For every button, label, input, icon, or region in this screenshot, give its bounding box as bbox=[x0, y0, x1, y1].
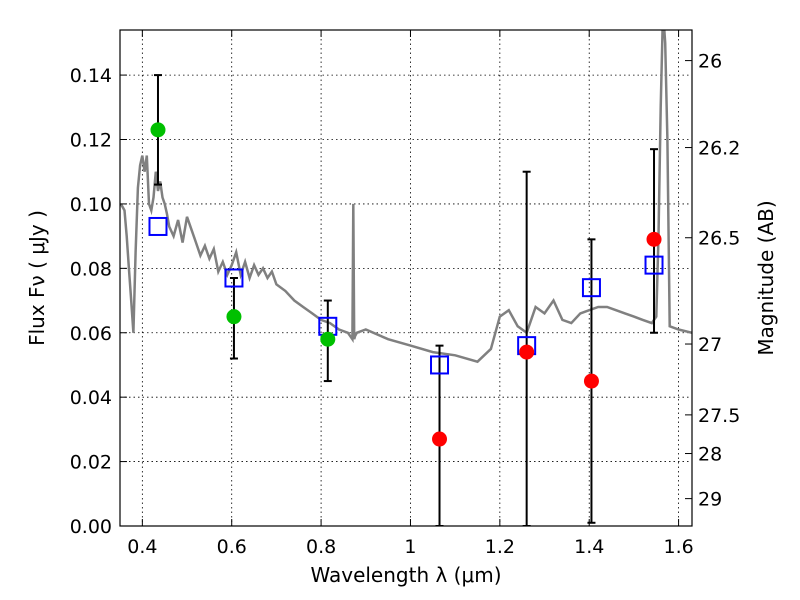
y2-tick-label: 26 bbox=[698, 51, 722, 73]
sed-model-line bbox=[120, 30, 692, 364]
upper-limit-point bbox=[519, 344, 535, 360]
model-photometry-point bbox=[644, 255, 664, 275]
y2-axis-title: Magnitude (AB) bbox=[754, 200, 778, 355]
x-tick-label: 0.8 bbox=[306, 536, 336, 558]
plot-frame bbox=[119, 29, 693, 527]
y2-axis-ticks: 26 26.2 26.5 27 27.5 28 29 bbox=[685, 51, 740, 511]
y-tick-label: 0.04 bbox=[70, 387, 112, 409]
y-axis-ticks: 0.00 0.02 0.04 0.06 0.08 0.10 0.12 0.14 bbox=[70, 65, 127, 538]
model-photometry-squares bbox=[148, 216, 664, 375]
x-tick-label: 1.4 bbox=[574, 536, 604, 558]
x-tick-label: 1 bbox=[404, 536, 416, 558]
y2-tick-label: 29 bbox=[698, 489, 722, 511]
y2-tick-label: 27 bbox=[698, 334, 722, 356]
detection-point bbox=[320, 331, 336, 347]
grid-lines bbox=[120, 30, 692, 526]
model-photometry-point bbox=[581, 278, 601, 298]
x-tick-label: 1.2 bbox=[485, 536, 515, 558]
model-photometry-point bbox=[430, 355, 450, 375]
y2-tick-label: 26.2 bbox=[698, 138, 740, 160]
y2-tick-label: 26.5 bbox=[698, 228, 740, 250]
model-photometry-point bbox=[148, 216, 168, 236]
y-tick-label: 0.14 bbox=[70, 65, 112, 87]
error-bars bbox=[153, 74, 659, 526]
y2-tick-label: 28 bbox=[698, 444, 722, 466]
observed-points bbox=[150, 122, 662, 447]
detection-point bbox=[150, 122, 166, 138]
x-axis-title: Wavelength λ (μm) bbox=[310, 563, 501, 587]
x-tick-label: 0.4 bbox=[127, 536, 157, 558]
y-tick-label: 0.00 bbox=[70, 516, 112, 538]
x-tick-label: 0.6 bbox=[217, 536, 247, 558]
y-tick-label: 0.08 bbox=[70, 258, 112, 280]
upper-limit-point bbox=[432, 431, 448, 447]
y-axis-title: Flux Fν ( μJy ) bbox=[25, 210, 49, 346]
y-tick-label: 0.02 bbox=[70, 452, 112, 474]
y-tick-label: 0.06 bbox=[70, 323, 112, 345]
upper-limit-point bbox=[583, 373, 599, 389]
x-axis-ticks: 0.4 0.6 0.8 1 1.2 1.4 1.6 bbox=[127, 30, 694, 558]
model-photometry-point bbox=[224, 268, 244, 288]
y-tick-label: 0.10 bbox=[70, 194, 112, 216]
y2-tick-label: 27.5 bbox=[698, 405, 740, 427]
x-tick-label: 1.6 bbox=[663, 536, 693, 558]
upper-limit-point bbox=[646, 231, 662, 247]
detection-point bbox=[226, 309, 242, 325]
y-tick-label: 0.12 bbox=[70, 130, 112, 152]
